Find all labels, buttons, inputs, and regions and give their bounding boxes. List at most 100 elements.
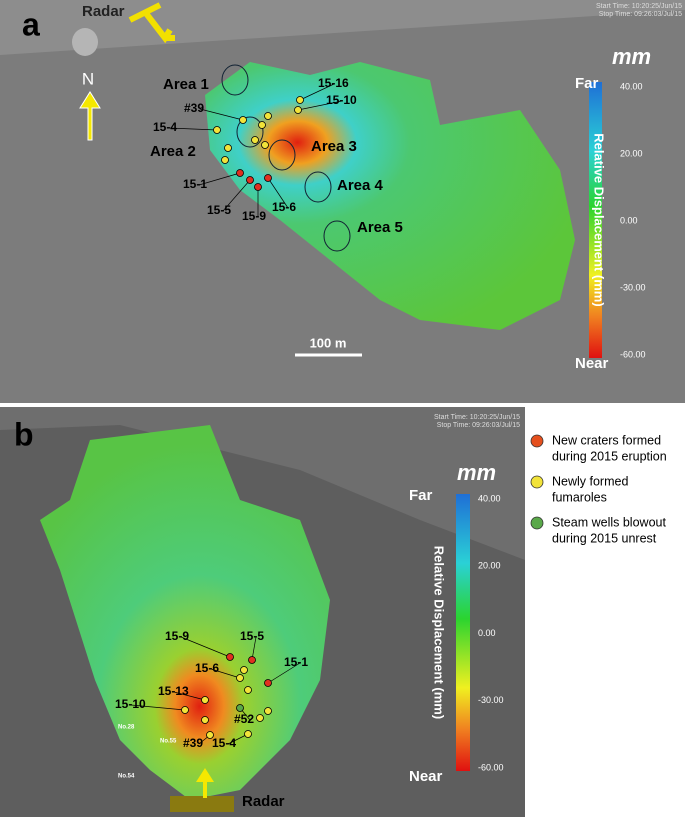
label: 15-1 — [183, 177, 207, 191]
label: Near — [575, 355, 609, 372]
point-marker — [201, 696, 209, 704]
point-marker — [181, 706, 189, 714]
colorbar-tick-label: 20.00 — [478, 561, 501, 571]
colorbar-tick-label: -30.00 — [478, 695, 504, 705]
colorbar-b — [456, 494, 470, 771]
legend-text: Newly formed — [552, 474, 628, 488]
leader-line — [199, 108, 244, 121]
label: b — [14, 416, 34, 452]
colorbar-tick-label: -60.00 — [620, 349, 646, 359]
colorbar-a — [589, 82, 602, 358]
label: 15-6 — [195, 661, 219, 675]
label: Relative Displacement (mm) — [432, 546, 447, 719]
radar-arrow — [128, 2, 175, 44]
colorbar-tick-label: -60.00 — [478, 762, 504, 772]
label: N — [82, 69, 94, 88]
point-marker — [244, 730, 252, 738]
north-arrow — [79, 91, 101, 141]
leader-line — [198, 172, 241, 186]
area-outline — [221, 64, 249, 96]
point-marker — [240, 666, 248, 674]
leader-line — [267, 177, 289, 209]
label: No.55 — [160, 739, 177, 745]
label: 15-9 — [165, 629, 189, 643]
label: 15-4 — [153, 120, 177, 134]
label: Area 3 — [311, 138, 357, 155]
label: 15-16 — [318, 76, 349, 90]
point-marker — [296, 96, 304, 104]
label: Stop Time: 09:26:03/Jul/15 — [599, 11, 682, 18]
label: Start Time: 10:20:25/Jun/15 — [434, 414, 520, 421]
leader-line — [297, 100, 343, 111]
label: 15-5 — [240, 629, 264, 643]
colorbar-tick-label: 0.00 — [620, 215, 638, 225]
leader-line — [222, 179, 251, 212]
label: Near — [409, 768, 443, 785]
label: mm — [457, 460, 496, 485]
label: Area 2 — [150, 143, 196, 160]
point-marker — [264, 679, 272, 687]
point-marker — [246, 176, 254, 184]
displacement-map — [40, 425, 330, 800]
point-marker — [224, 144, 232, 152]
label: Far — [575, 75, 599, 92]
label: No.54 — [118, 774, 135, 780]
legend-text: during 2015 eruption — [552, 449, 667, 463]
legend-text: fumaroles — [552, 490, 607, 504]
point-marker — [213, 126, 221, 134]
label: 15-1 — [284, 655, 308, 669]
label: #39 — [183, 736, 203, 750]
leader-line — [130, 704, 186, 711]
colorbar-tick-label: 40.00 — [620, 81, 643, 91]
point-marker — [256, 714, 264, 722]
legend-text: Steam wells blowout — [552, 515, 666, 529]
label: 15-10 — [115, 697, 146, 711]
leader-line — [299, 83, 335, 101]
point-marker — [264, 174, 272, 182]
label: 15-13 — [158, 684, 189, 698]
label: Area 4 — [337, 177, 384, 194]
label: No.28 — [118, 725, 135, 731]
label: 15-5 — [207, 203, 231, 217]
point-marker — [261, 141, 269, 149]
point-marker — [251, 136, 259, 144]
label: #52 — [234, 712, 254, 726]
point-marker — [244, 686, 252, 694]
colorbar-tick-label: 20.00 — [620, 148, 643, 158]
area-outline — [304, 171, 332, 203]
label: Area 1 — [163, 76, 209, 93]
legend-marker — [530, 475, 544, 489]
point-marker — [239, 116, 247, 124]
point-marker — [206, 731, 214, 739]
leader-line — [173, 691, 206, 701]
point-marker — [236, 169, 244, 177]
point-marker — [258, 121, 266, 129]
label: a — [22, 6, 40, 42]
point-marker — [254, 183, 262, 191]
colorbar-tick-label: -30.00 — [620, 282, 646, 292]
label: Start Time: 10:20:25/Jun/15 — [596, 3, 682, 10]
leader-line — [210, 668, 241, 679]
colorbar-tick-label: 0.00 — [478, 628, 496, 638]
point-marker — [294, 106, 302, 114]
leader-line — [267, 662, 301, 684]
legend-text: New craters formed — [552, 433, 661, 447]
label: Radar — [82, 3, 125, 20]
label: 15-9 — [242, 209, 266, 223]
label: 15-4 — [212, 736, 236, 750]
area-outline — [268, 139, 296, 171]
radar-icon — [72, 28, 98, 56]
label: Radar — [242, 793, 285, 810]
point-marker — [248, 656, 256, 664]
label: Stop Time: 09:26:03/Jul/15 — [437, 422, 520, 429]
point-marker — [264, 112, 272, 120]
point-marker — [201, 716, 209, 724]
label: Relative Displacement (mm) — [592, 133, 607, 306]
label: 100 m — [310, 335, 347, 350]
legend-bg — [525, 407, 685, 817]
radar-base — [170, 796, 234, 812]
area-outline — [236, 116, 264, 148]
displacement-map — [205, 62, 575, 330]
label: mm — [612, 44, 651, 69]
